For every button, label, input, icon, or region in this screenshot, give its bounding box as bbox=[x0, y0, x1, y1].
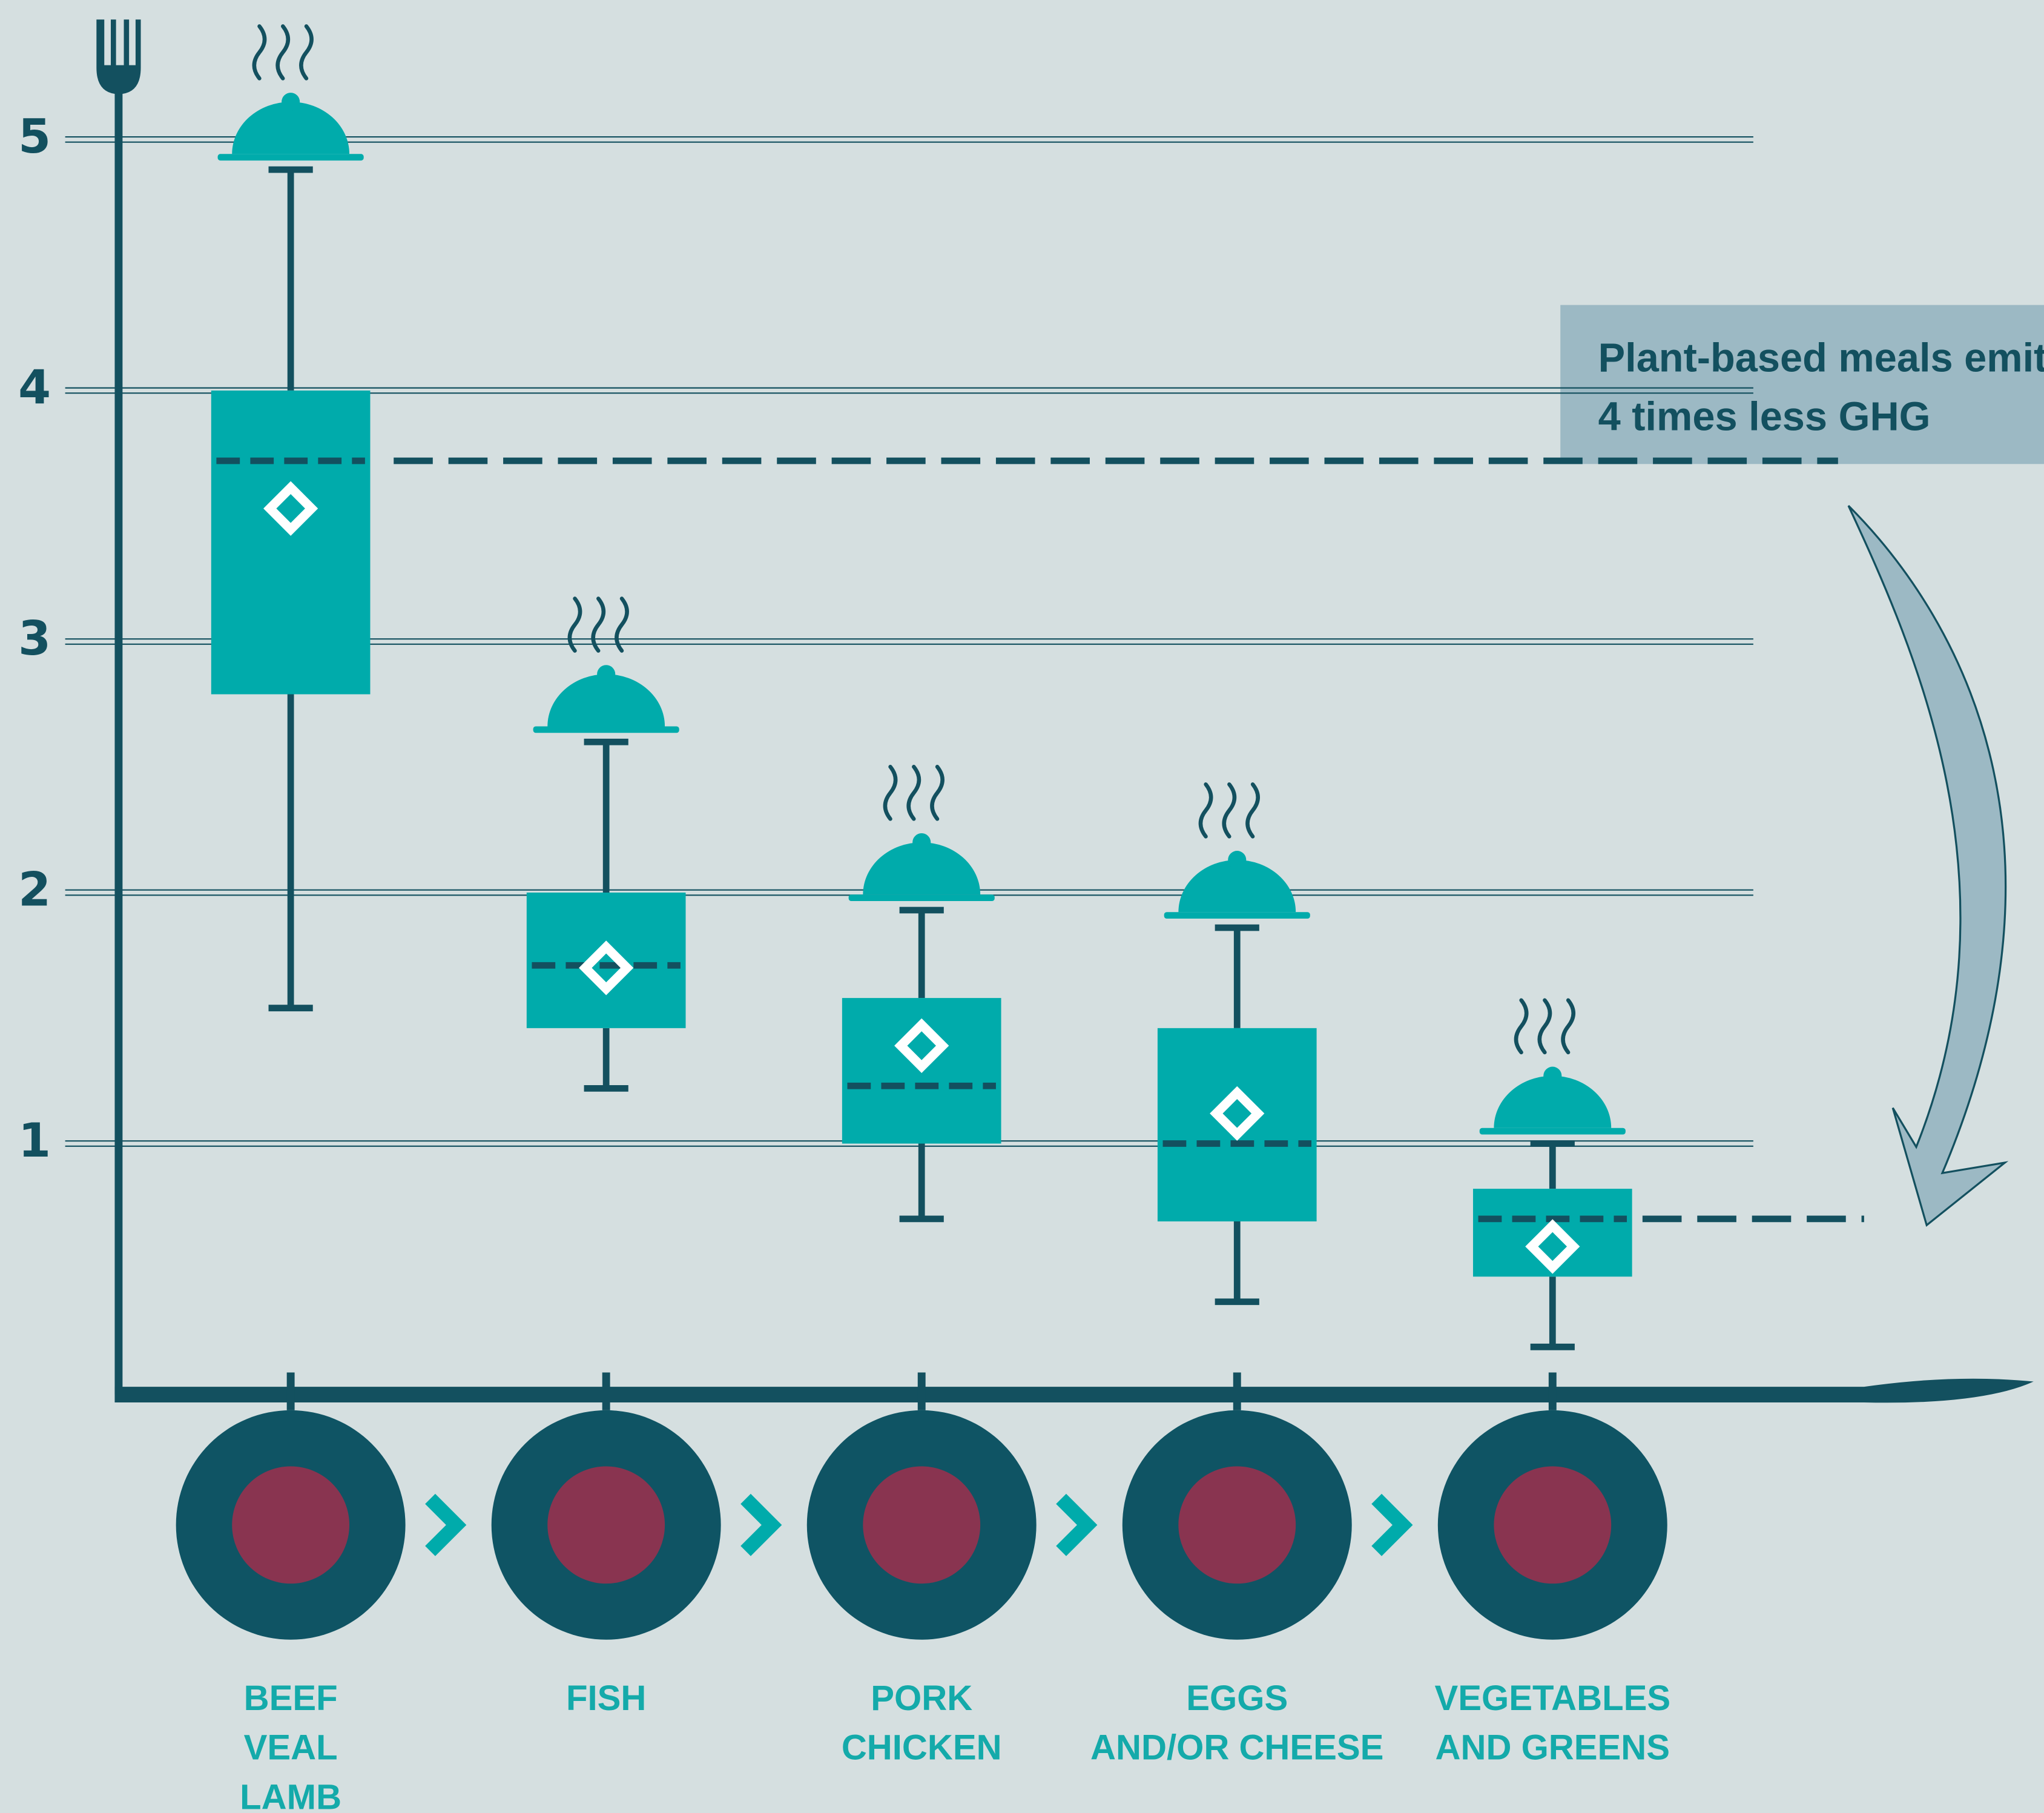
food-icon-inner bbox=[547, 1466, 665, 1584]
mean-marker bbox=[1525, 1219, 1580, 1274]
x-tick-label: PORK bbox=[871, 1679, 972, 1718]
y-axis-fork bbox=[96, 19, 141, 1395]
x-tick-label: VEGETABLES bbox=[1434, 1679, 1670, 1718]
cloche bbox=[547, 674, 665, 727]
cloche bbox=[1178, 860, 1296, 913]
steam bbox=[1514, 998, 1529, 1055]
y-tick-label: 1 bbox=[18, 1114, 51, 1168]
y-tick-label: 5 bbox=[18, 110, 51, 164]
food-icon-inner bbox=[1494, 1466, 1612, 1584]
steam bbox=[252, 24, 267, 81]
steam bbox=[299, 24, 314, 81]
cloche-plate bbox=[1164, 912, 1310, 919]
box bbox=[1157, 1028, 1317, 1222]
mean-marker bbox=[263, 481, 318, 536]
chevron bbox=[1056, 1493, 1098, 1556]
cloche bbox=[863, 842, 981, 895]
steam bbox=[930, 765, 945, 821]
box bbox=[526, 893, 686, 1028]
x-tick-label: BEEF bbox=[244, 1679, 338, 1718]
x-tick-label: FISH bbox=[566, 1679, 646, 1718]
steam bbox=[591, 596, 606, 653]
steam bbox=[615, 596, 629, 653]
food-icon-inner bbox=[1178, 1466, 1296, 1584]
mean-marker bbox=[579, 940, 634, 996]
x-tick-label: CHICKEN bbox=[842, 1728, 1002, 1768]
cloche-knob bbox=[597, 665, 616, 684]
annotation-line: 4 times less GHG bbox=[1598, 394, 1931, 439]
x-tick-label: AND GREENS bbox=[1436, 1728, 1670, 1768]
cloche-knob bbox=[282, 93, 300, 111]
cloche-plate bbox=[1479, 1128, 1626, 1135]
box bbox=[211, 390, 371, 695]
cloche bbox=[232, 102, 350, 154]
icons: BEEF VEAL LAMB FISH PORK CHICKEN EGGS AND/OR CH… bbox=[176, 24, 1670, 1813]
chevron bbox=[740, 1493, 782, 1556]
x-tick-label: AND/OR CHEESE bbox=[1090, 1728, 1383, 1768]
steam bbox=[1537, 998, 1552, 1055]
cloche-knob bbox=[1543, 1066, 1562, 1085]
annotation-box bbox=[1560, 305, 2044, 464]
mean-marker bbox=[894, 1018, 949, 1073]
y-tick-label: 2 bbox=[18, 862, 51, 917]
steam bbox=[1561, 998, 1575, 1055]
y-tick-label: 4 bbox=[18, 360, 51, 415]
plot: 1 2 3 4 5 bbox=[18, 110, 1864, 1350]
cloche-knob bbox=[912, 833, 931, 852]
food-icon-inner bbox=[863, 1466, 981, 1584]
cloche-plate bbox=[217, 154, 364, 161]
cloche bbox=[1494, 1075, 1612, 1128]
steam bbox=[275, 24, 291, 81]
cloche-plate bbox=[533, 726, 679, 733]
steam bbox=[1198, 782, 1213, 839]
chevron bbox=[425, 1493, 467, 1556]
x-tick-label: VEAL bbox=[244, 1728, 338, 1768]
steam bbox=[1222, 782, 1237, 839]
steam bbox=[883, 765, 898, 821]
x-tick-label: LAMB bbox=[240, 1778, 341, 1813]
food-icon-inner bbox=[232, 1466, 350, 1584]
cloche-plate bbox=[848, 894, 995, 901]
steam bbox=[906, 765, 921, 821]
y-tick-label: 3 bbox=[18, 612, 51, 666]
x-tick-label: EGGS bbox=[1186, 1679, 1288, 1718]
annotation-line: Plant-based meals emit bbox=[1598, 335, 2044, 380]
cloche-knob bbox=[1228, 851, 1247, 870]
arrow bbox=[1847, 504, 2009, 1227]
chevron bbox=[1371, 1493, 1413, 1556]
mean-marker bbox=[1210, 1086, 1265, 1141]
steam bbox=[567, 596, 582, 653]
steam bbox=[1245, 782, 1260, 839]
